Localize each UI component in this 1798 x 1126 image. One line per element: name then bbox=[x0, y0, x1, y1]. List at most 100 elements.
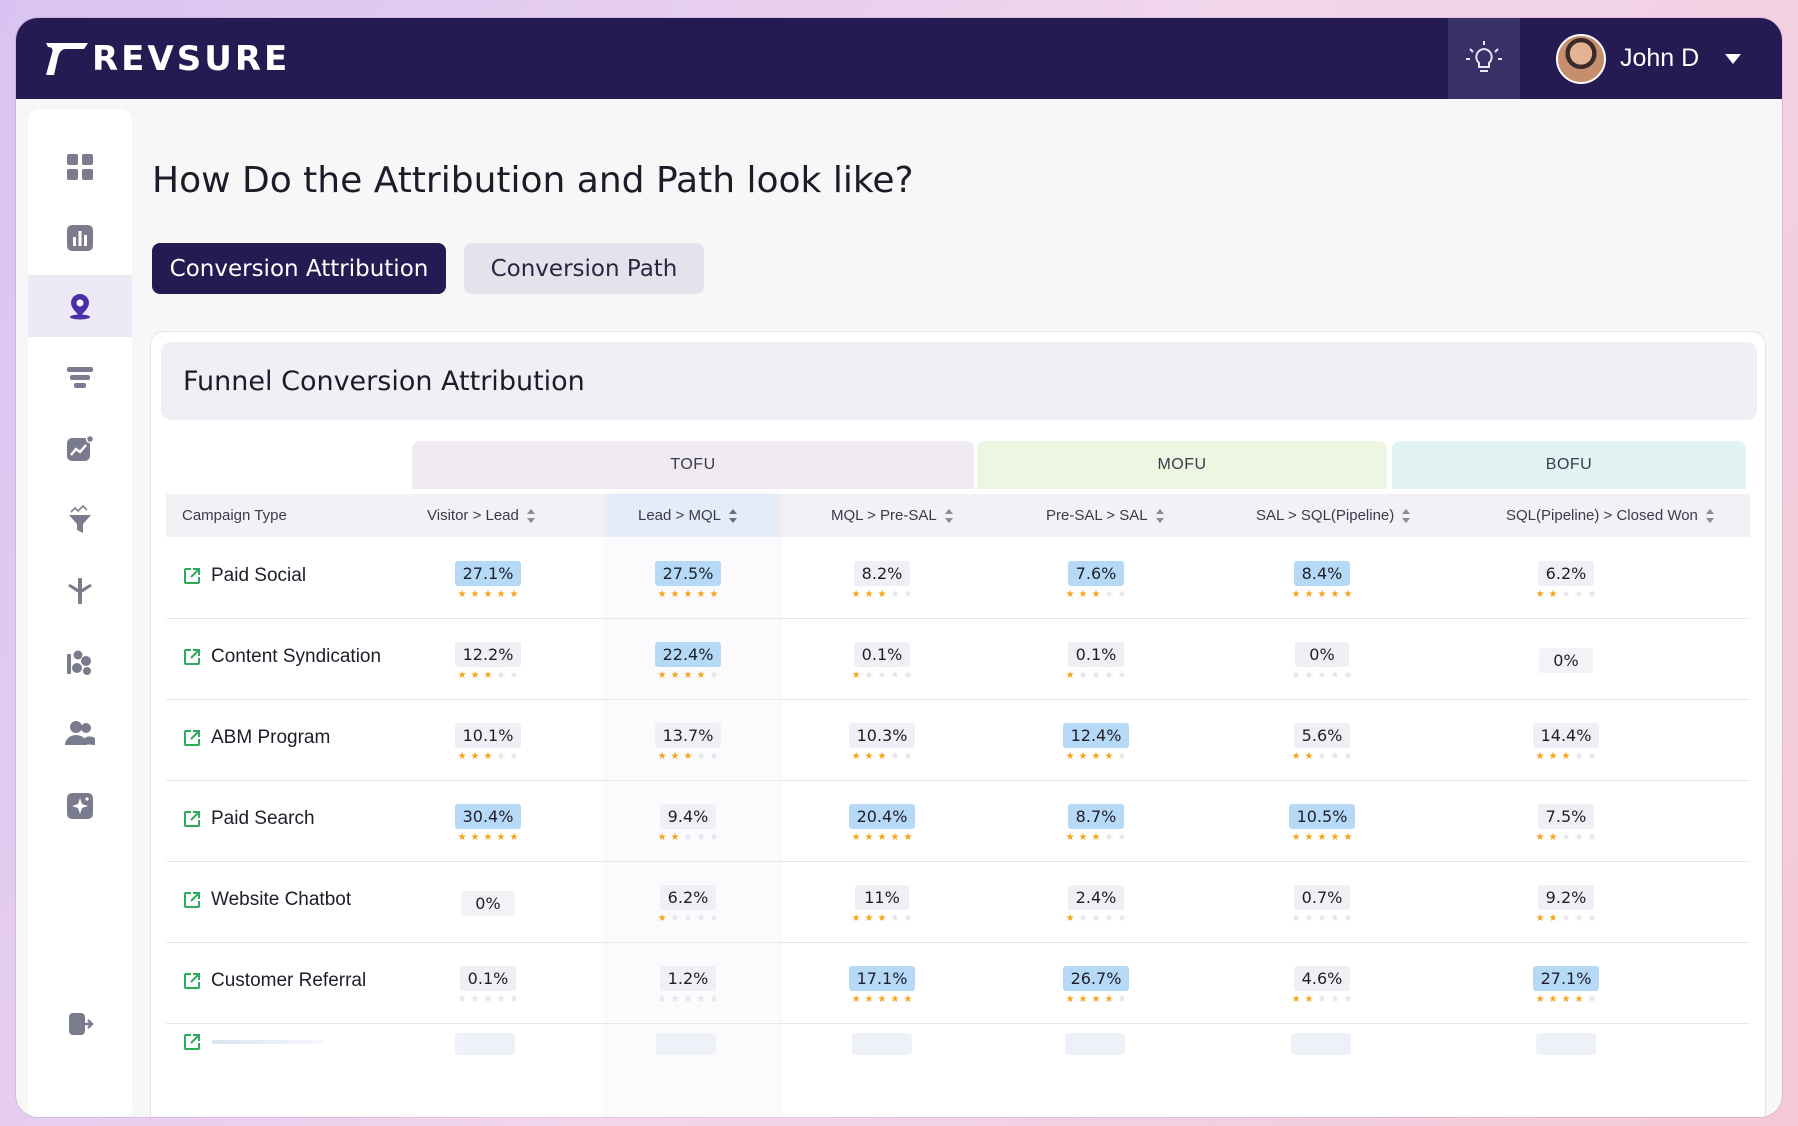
star-icon: ★ bbox=[1535, 751, 1545, 762]
star-icon: ★ bbox=[877, 589, 887, 600]
sidebar-item-reports[interactable] bbox=[28, 207, 132, 269]
sort-icon[interactable] bbox=[526, 508, 536, 523]
sidebar-item-dashboard[interactable] bbox=[28, 136, 132, 198]
external-link-icon[interactable] bbox=[182, 809, 202, 829]
tab-conversion-path[interactable]: Conversion Path bbox=[464, 243, 704, 294]
users-icon bbox=[65, 721, 95, 745]
tab-conversion-attribution[interactable]: Conversion Attribution bbox=[152, 243, 446, 294]
star-icon: ★ bbox=[1587, 994, 1597, 1005]
sidebar-item-ai-assistant[interactable] bbox=[28, 775, 132, 837]
campaign-name[interactable]: Customer Referral bbox=[182, 966, 366, 996]
user-menu[interactable]: John D bbox=[1556, 18, 1742, 99]
skeleton-bar bbox=[455, 1033, 515, 1055]
star-icon: ★ bbox=[470, 994, 480, 1005]
star-icon: ★ bbox=[457, 670, 467, 681]
star-icon: ★ bbox=[457, 589, 467, 600]
sidebar-item-journeys[interactable] bbox=[28, 560, 132, 622]
star-icon: ★ bbox=[709, 589, 719, 600]
conversion-cell: 5.6% ★ ★ ★ ★ ★ bbox=[1272, 723, 1372, 762]
star-icon: ★ bbox=[1587, 751, 1597, 762]
column-header-lead-mql[interactable]: Lead > MQL bbox=[638, 494, 738, 537]
star-icon: ★ bbox=[483, 751, 493, 762]
conversion-cell: 6.2% ★ ★ ★ ★ ★ bbox=[638, 885, 738, 924]
sidebar-item-segments[interactable] bbox=[28, 631, 132, 693]
star-icon: ★ bbox=[877, 751, 887, 762]
column-header-sal-sql[interactable]: SAL > SQL(Pipeline) bbox=[1256, 494, 1411, 537]
campaign-name[interactable]: Paid Social bbox=[182, 561, 306, 591]
star-icon: ★ bbox=[1574, 589, 1584, 600]
sort-icon[interactable] bbox=[728, 508, 738, 523]
star-rating: ★ ★ ★ ★ ★ bbox=[850, 914, 915, 924]
star-icon: ★ bbox=[1317, 670, 1327, 681]
star-icon: ★ bbox=[890, 751, 900, 762]
star-icon: ★ bbox=[864, 913, 874, 924]
star-icon: ★ bbox=[877, 994, 887, 1005]
star-icon: ★ bbox=[1291, 994, 1301, 1005]
star-icon: ★ bbox=[1561, 589, 1571, 600]
star-icon: ★ bbox=[851, 670, 861, 681]
column-header-mql-presal[interactable]: MQL > Pre-SAL bbox=[831, 494, 954, 537]
star-icon: ★ bbox=[509, 670, 519, 681]
star-icon: ★ bbox=[1291, 832, 1301, 843]
star-icon: ★ bbox=[1587, 913, 1597, 924]
sort-icon[interactable] bbox=[944, 508, 954, 523]
sidebar-item-logout[interactable] bbox=[28, 993, 132, 1055]
location-pin-icon bbox=[70, 294, 90, 320]
star-icon: ★ bbox=[1078, 994, 1088, 1005]
column-header-sql-closed-won[interactable]: SQL(Pipeline) > Closed Won bbox=[1506, 494, 1715, 537]
external-link-icon[interactable] bbox=[182, 728, 202, 748]
conversion-cell: 4.6% ★ ★ ★ ★ ★ bbox=[1272, 966, 1372, 1005]
star-icon: ★ bbox=[1091, 589, 1101, 600]
insights-bulb-button[interactable] bbox=[1448, 18, 1520, 99]
sort-icon[interactable] bbox=[1155, 508, 1165, 523]
sidebar-item-users[interactable] bbox=[28, 702, 132, 764]
shapes-icon bbox=[67, 650, 91, 675]
star-icon: ★ bbox=[1291, 913, 1301, 924]
row-divider bbox=[166, 861, 1750, 862]
external-link-icon[interactable] bbox=[182, 647, 202, 667]
conversion-cell: 1.2% ★ ★ ★ ★ ★ bbox=[638, 966, 738, 1005]
sidebar-item-trends[interactable] bbox=[28, 418, 132, 480]
star-icon: ★ bbox=[1330, 589, 1340, 600]
star-icon: ★ bbox=[1291, 589, 1301, 600]
sort-icon[interactable] bbox=[1401, 508, 1411, 523]
campaign-label: Paid Social bbox=[211, 565, 307, 586]
conversion-cell: 27.1% ★ ★ ★ ★ ★ bbox=[438, 561, 538, 600]
conversion-rate: 30.4% bbox=[454, 804, 522, 829]
star-rating: ★ ★ ★ ★ ★ bbox=[1064, 995, 1129, 1005]
external-link-icon[interactable] bbox=[182, 971, 202, 991]
conversion-rate: 8.7% bbox=[1067, 804, 1125, 829]
star-icon: ★ bbox=[1548, 751, 1558, 762]
star-icon: ★ bbox=[670, 913, 680, 924]
conversion-cell: 6.2% ★ ★ ★ ★ ★ bbox=[1516, 561, 1616, 600]
column-header-visitor-lead[interactable]: Visitor > Lead bbox=[427, 494, 536, 537]
conversion-rate: 9.4% bbox=[659, 804, 717, 829]
sidebar-item-attribution[interactable] bbox=[28, 275, 132, 337]
star-icon: ★ bbox=[1561, 832, 1571, 843]
star-icon: ★ bbox=[877, 913, 887, 924]
sidebar-item-funnel[interactable] bbox=[28, 347, 132, 409]
star-icon: ★ bbox=[683, 913, 693, 924]
campaign-name[interactable]: Content Syndication bbox=[182, 642, 381, 672]
column-header-presal-sal[interactable]: Pre-SAL > SAL bbox=[1046, 494, 1165, 537]
campaign-name[interactable]: ABM Program bbox=[182, 723, 330, 753]
star-icon: ★ bbox=[1104, 589, 1114, 600]
star-icon: ★ bbox=[1104, 994, 1114, 1005]
campaign-label: Customer Referral bbox=[211, 970, 367, 991]
conversion-rate: 0.1% bbox=[1067, 642, 1125, 667]
conversion-rate: 6.2% bbox=[1537, 561, 1595, 586]
campaign-name[interactable]: Website Chatbot bbox=[182, 885, 351, 915]
star-icon: ★ bbox=[1343, 751, 1353, 762]
star-icon: ★ bbox=[670, 751, 680, 762]
external-link-icon[interactable] bbox=[182, 566, 202, 586]
star-icon: ★ bbox=[1065, 751, 1075, 762]
star-icon: ★ bbox=[470, 589, 480, 600]
campaign-name[interactable]: Paid Search bbox=[182, 804, 315, 834]
conversion-rate: 7.5% bbox=[1537, 804, 1595, 829]
sidebar-item-filters[interactable] bbox=[28, 489, 132, 551]
sort-icon[interactable] bbox=[1705, 508, 1715, 523]
revsure-logo-icon bbox=[46, 42, 88, 75]
external-link-icon[interactable] bbox=[182, 890, 202, 910]
group-header-tofu: TOFU bbox=[412, 441, 974, 489]
logo[interactable]: REVSURE bbox=[42, 39, 290, 79]
